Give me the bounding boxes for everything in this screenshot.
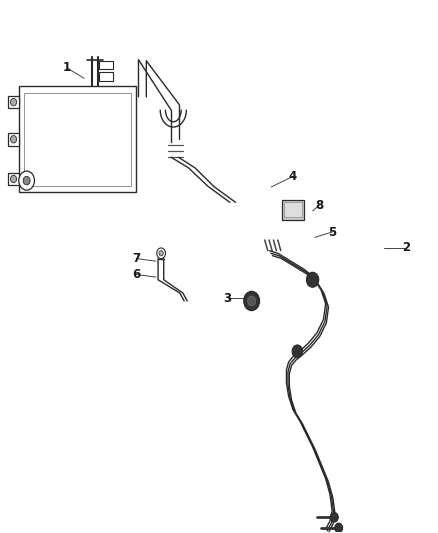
Circle shape	[330, 513, 338, 522]
Circle shape	[11, 135, 17, 143]
Bar	[8, 173, 19, 185]
Bar	[8, 96, 19, 109]
Text: 1: 1	[63, 61, 71, 74]
Circle shape	[244, 292, 259, 311]
Circle shape	[19, 171, 35, 190]
Text: 6: 6	[132, 268, 141, 281]
Text: 7: 7	[132, 252, 140, 265]
Bar	[19, 86, 136, 192]
Circle shape	[292, 345, 303, 358]
Circle shape	[307, 272, 319, 287]
Text: 3: 3	[224, 292, 232, 305]
Bar	[99, 61, 113, 69]
Bar	[24, 93, 131, 186]
Circle shape	[157, 248, 166, 259]
Circle shape	[335, 523, 343, 532]
Bar	[99, 72, 113, 81]
Circle shape	[159, 251, 163, 256]
Bar	[284, 203, 302, 217]
Text: 5: 5	[328, 225, 336, 239]
Circle shape	[11, 175, 17, 183]
Text: 2: 2	[402, 241, 410, 254]
Text: 4: 4	[289, 170, 297, 183]
Circle shape	[248, 296, 255, 306]
Bar	[282, 200, 304, 220]
Circle shape	[23, 176, 30, 185]
Text: 8: 8	[315, 199, 323, 212]
Bar	[8, 133, 19, 146]
Circle shape	[11, 99, 17, 106]
